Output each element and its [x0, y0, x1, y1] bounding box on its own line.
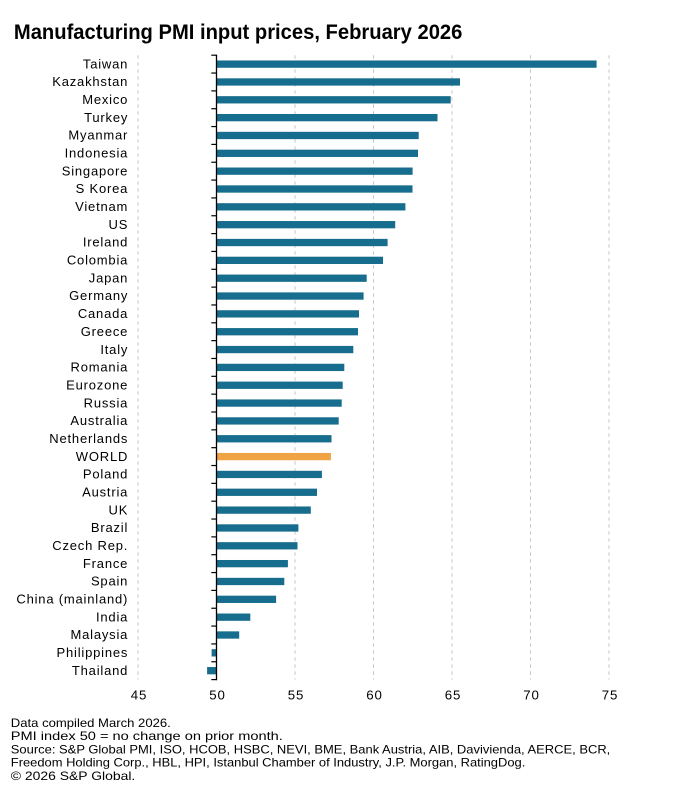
- svg-text:US: US: [109, 217, 129, 232]
- svg-text:Brazil: Brazil: [91, 520, 128, 535]
- svg-text:75: 75: [602, 688, 618, 703]
- svg-text:Mexico: Mexico: [82, 92, 128, 107]
- svg-text:Russia: Russia: [84, 395, 129, 410]
- svg-text:Source: S&P Global PMI, ISO, H: Source: S&P Global PMI, ISO, HCOB, HSBC,…: [11, 742, 611, 756]
- svg-text:Myanmar: Myanmar: [68, 128, 128, 143]
- svg-text:45: 45: [131, 688, 147, 703]
- svg-text:Vietnam: Vietnam: [75, 199, 128, 214]
- svg-text:60: 60: [366, 688, 382, 703]
- svg-text:Spain: Spain: [91, 574, 128, 589]
- svg-text:Czech Rep.: Czech Rep.: [52, 538, 128, 553]
- svg-text:Freedom Holding Corp., HBL, HP: Freedom Holding Corp., HBL, HPI, Istanbu…: [11, 756, 526, 770]
- svg-text:Turkey: Turkey: [84, 110, 128, 125]
- svg-text:WORLD: WORLD: [76, 449, 128, 464]
- svg-text:Indonesia: Indonesia: [65, 146, 129, 161]
- svg-text:Australia: Australia: [70, 413, 128, 428]
- svg-text:China (mainland): China (mainland): [16, 592, 128, 607]
- svg-text:Kazakhstan: Kazakhstan: [52, 74, 128, 89]
- svg-text:France: France: [83, 556, 128, 571]
- svg-text:S Korea: S Korea: [76, 181, 129, 196]
- svg-text:55: 55: [288, 688, 304, 703]
- svg-text:UK: UK: [109, 502, 129, 517]
- svg-text:Manufacturing PMI input prices: Manufacturing PMI input prices, February…: [14, 21, 463, 44]
- svg-text:Colombia: Colombia: [67, 253, 128, 268]
- svg-text:Malaysia: Malaysia: [70, 627, 128, 642]
- svg-text:Eurozone: Eurozone: [66, 377, 128, 392]
- svg-text:© 2026 S&P Global.: © 2026 S&P Global.: [11, 769, 136, 783]
- svg-text:Taiwan: Taiwan: [83, 56, 128, 71]
- svg-text:Philippines: Philippines: [57, 645, 129, 660]
- svg-text:Japan: Japan: [89, 270, 128, 285]
- svg-text:50: 50: [209, 688, 225, 703]
- svg-text:65: 65: [445, 688, 461, 703]
- svg-text:PMI index 50 = no change on pr: PMI index 50 = no change on prior month.: [11, 729, 283, 743]
- svg-text:Italy: Italy: [100, 342, 128, 357]
- svg-text:Singapore: Singapore: [62, 163, 128, 178]
- svg-text:Netherlands: Netherlands: [49, 431, 128, 446]
- svg-text:Austria: Austria: [82, 484, 128, 499]
- svg-text:Poland: Poland: [83, 467, 128, 482]
- svg-text:Germany: Germany: [69, 288, 128, 303]
- svg-text:Data compiled March 2026.: Data compiled March 2026.: [11, 716, 171, 730]
- svg-text:Romania: Romania: [71, 360, 129, 375]
- svg-text:70: 70: [523, 688, 539, 703]
- svg-text:Ireland: Ireland: [83, 235, 128, 250]
- svg-text:India: India: [96, 609, 128, 624]
- svg-text:Canada: Canada: [78, 306, 128, 321]
- svg-text:Thailand: Thailand: [72, 663, 128, 678]
- svg-text:Greece: Greece: [81, 324, 128, 339]
